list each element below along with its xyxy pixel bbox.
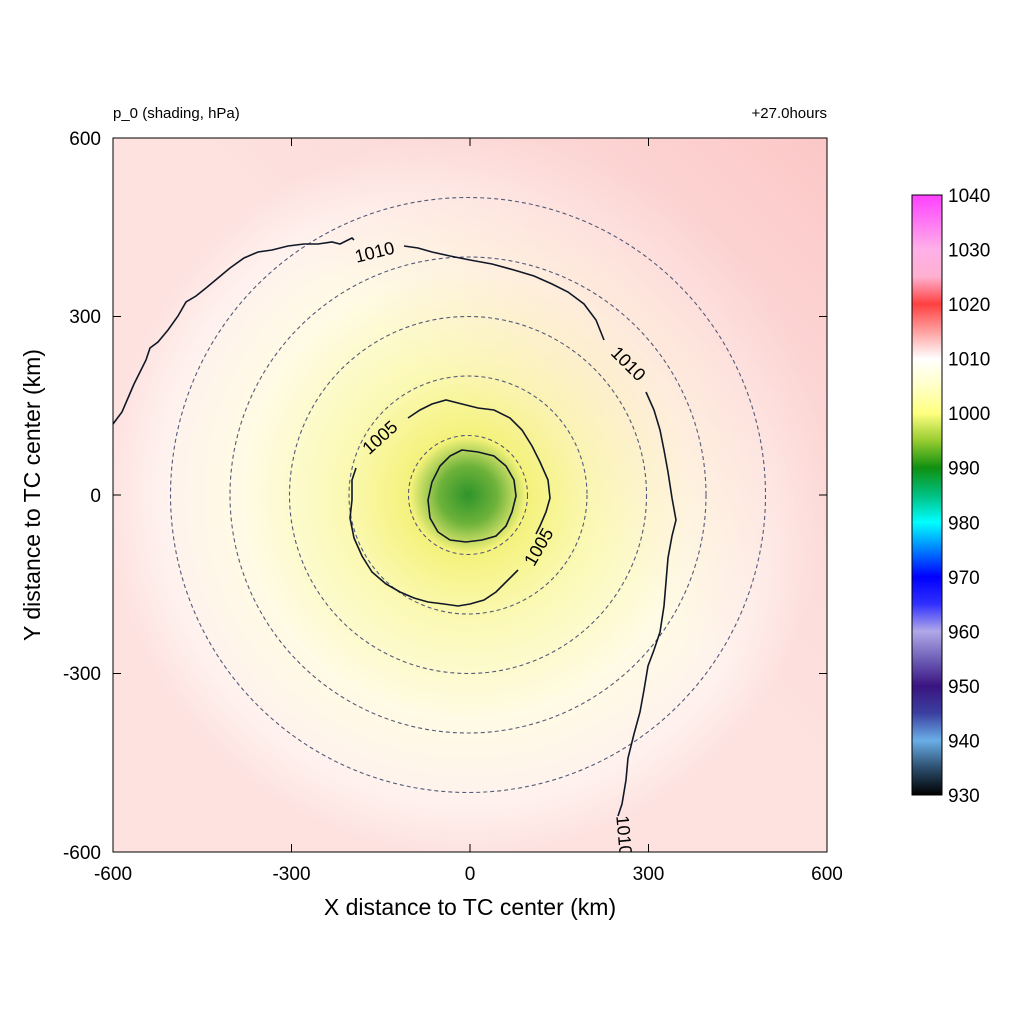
colorbar-ticks: 930 940 950 960 970 980 990 1000 1010 1020 1030 104… bbox=[948, 186, 990, 807]
plot-title-left: p_0 (shading, hPa) bbox=[113, 105, 240, 122]
colorbar-tick-label: 990 bbox=[948, 459, 980, 480]
ytick-label: 300 bbox=[69, 307, 101, 328]
plot-title-right: +27.0hours bbox=[752, 105, 827, 122]
colorbar-tick-label: 950 bbox=[948, 677, 980, 698]
y-axis-title: Y distance to TC center (km) bbox=[19, 349, 45, 641]
colorbar-tick-label: 970 bbox=[948, 568, 980, 589]
pressure-shading-east bbox=[113, 138, 827, 852]
range-ring bbox=[407, 434, 529, 556]
plot-area: 1010 1010 1010 1005 1005 bbox=[113, 138, 827, 857]
ytick-label: -300 bbox=[63, 664, 101, 685]
colorbar-tick-label: 1020 bbox=[948, 295, 990, 316]
colorbar bbox=[911, 194, 943, 796]
colorbar-tick-label: 1030 bbox=[948, 241, 990, 262]
xtick-label: -600 bbox=[94, 864, 132, 885]
x-axis-title: X distance to TC center (km) bbox=[324, 894, 616, 920]
range-rings bbox=[169, 196, 767, 794]
colorbar-tick-label: 1040 bbox=[948, 186, 990, 207]
xtick-label: 300 bbox=[633, 864, 665, 885]
ytick-label: -600 bbox=[63, 843, 101, 864]
colorbar-tick-label: 940 bbox=[948, 731, 980, 752]
xtick-label: 600 bbox=[811, 864, 843, 885]
colorbar-tick-label: 1010 bbox=[948, 350, 990, 371]
xtick-label: -300 bbox=[272, 864, 310, 885]
range-ring bbox=[229, 256, 707, 734]
range-ring bbox=[288, 315, 648, 675]
contour-1010 bbox=[113, 237, 677, 817]
contour-label-1010-bottom: 1010 bbox=[612, 815, 635, 857]
colorbar-tick-label: 1000 bbox=[948, 404, 990, 425]
ytick-label: 0 bbox=[90, 486, 101, 507]
axis-ticks bbox=[112, 137, 828, 853]
ytick-label: 600 bbox=[69, 129, 101, 150]
colorbar-tick-label: 960 bbox=[948, 622, 980, 643]
colorbar-tick-label: 980 bbox=[948, 513, 980, 534]
range-ring bbox=[169, 196, 767, 794]
contour-1005 bbox=[349, 399, 551, 607]
range-ring bbox=[348, 375, 588, 615]
contour-inner bbox=[427, 449, 517, 543]
xtick-label: 0 bbox=[465, 864, 476, 885]
colorbar-tick-label: 930 bbox=[948, 786, 980, 807]
